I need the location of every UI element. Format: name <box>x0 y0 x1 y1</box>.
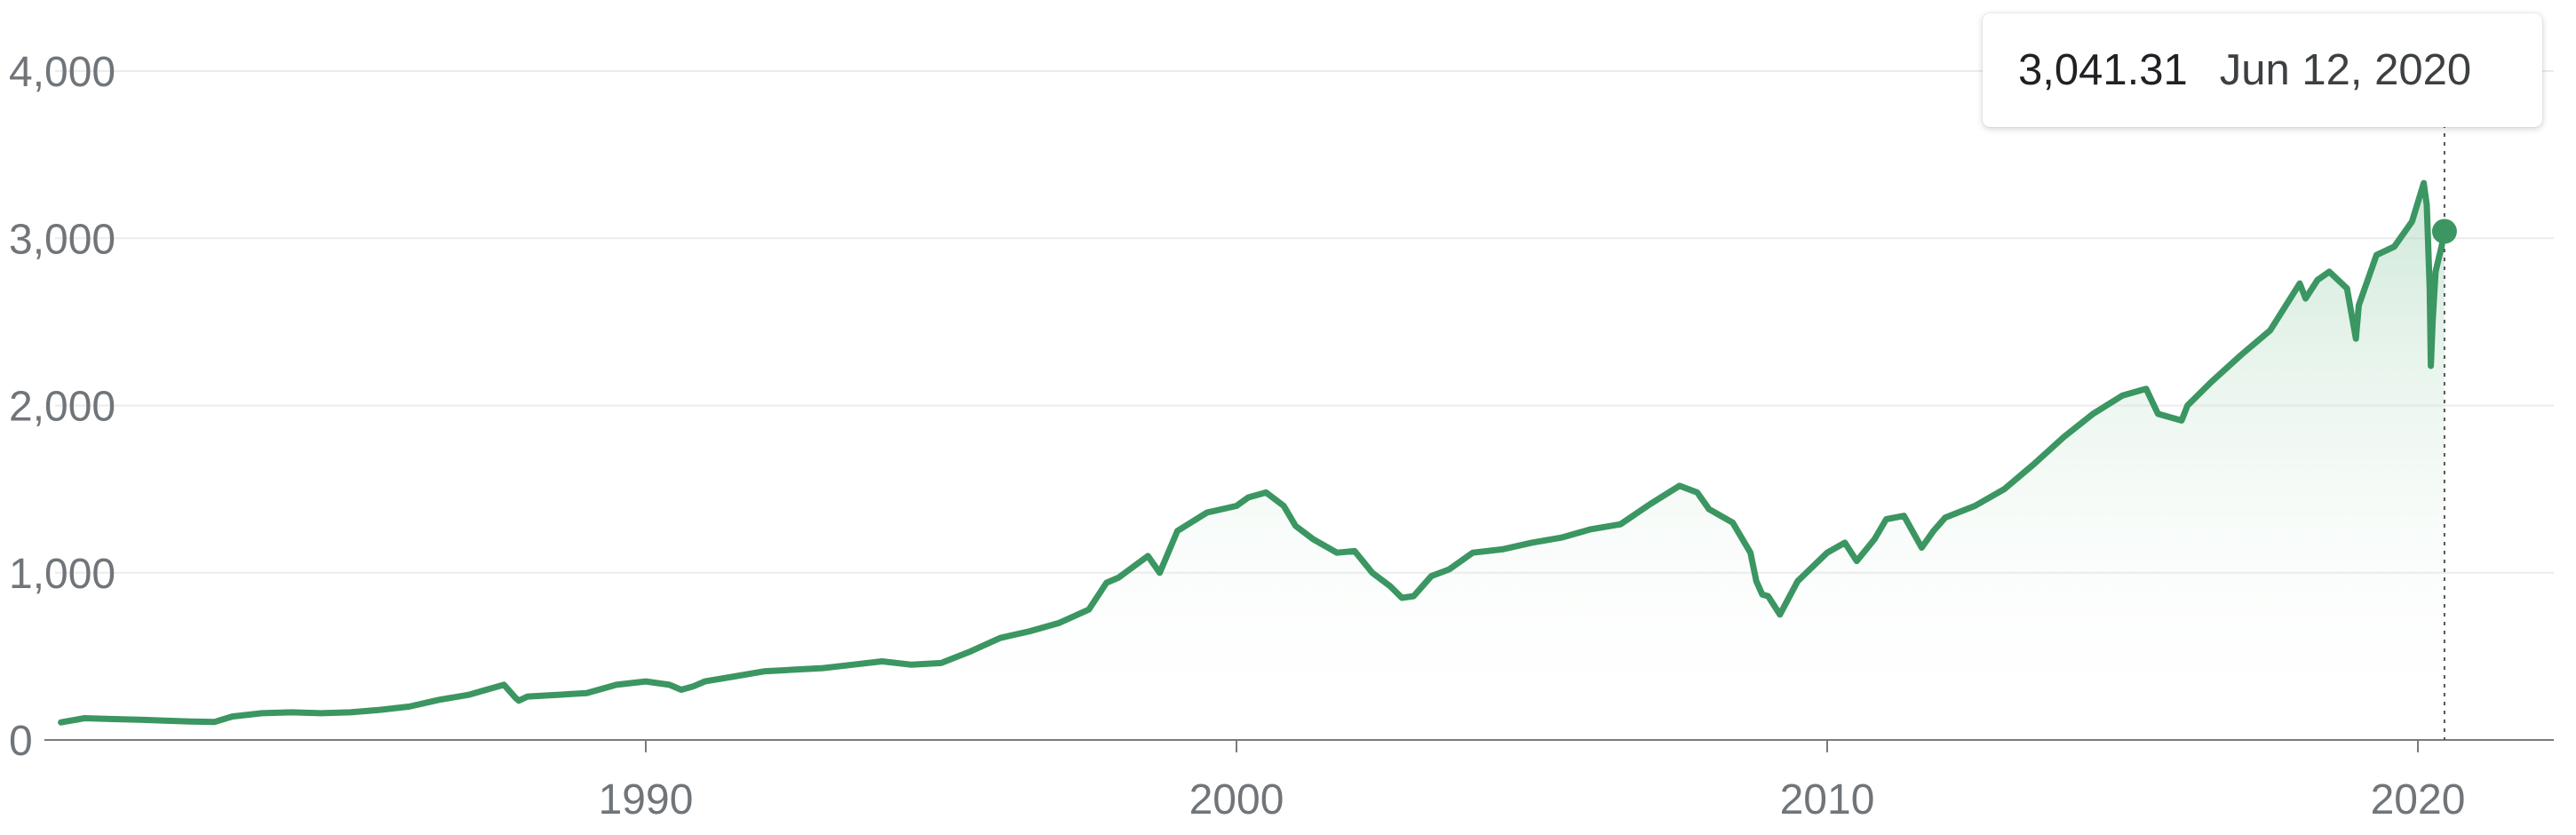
hover-point[interactable] <box>2431 219 2457 244</box>
tooltip-date: Jun 12, 2020 <box>2219 46 2472 94</box>
y-tick-label: 1,000 <box>9 551 115 598</box>
tooltip-value: 3,041.31 <box>2018 46 2188 94</box>
x-axis-ticks: 1990 2000 2010 2020 <box>599 740 2466 823</box>
y-axis-ticks: 0 1,000 2,000 3,000 4,000 <box>9 49 115 765</box>
y-tick-label: 0 <box>9 718 33 765</box>
x-tick-label: 1990 <box>599 776 694 823</box>
y-tick-label: 2,000 <box>9 384 115 431</box>
series-line <box>58 179 2448 726</box>
area-fill <box>60 183 2445 741</box>
tooltip: 3,041.31 Jun 12, 2020 <box>1983 13 2542 127</box>
x-tick-label: 2020 <box>2371 776 2466 823</box>
y-tick-label: 3,000 <box>9 216 115 263</box>
x-tick-label: 2010 <box>1780 776 1875 823</box>
y-tick-label: 4,000 <box>9 49 115 96</box>
x-tick-label: 2000 <box>1189 776 1284 823</box>
